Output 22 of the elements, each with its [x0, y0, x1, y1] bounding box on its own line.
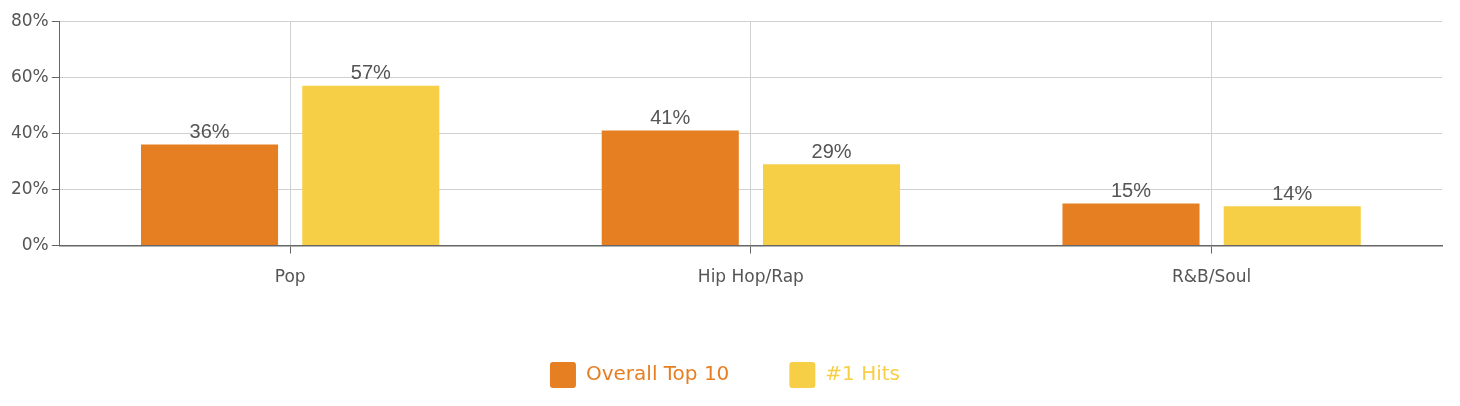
data-label: 29% [811, 139, 852, 162]
data-label: 14% [1272, 181, 1313, 204]
legend-label: #1 Hits [825, 361, 901, 386]
y-tick-label: 0% [21, 234, 49, 255]
y-tick-label: 20% [10, 177, 49, 198]
y-tick-label: 40% [10, 121, 49, 142]
bar [762, 164, 901, 246]
x-tick-label: Pop [274, 266, 306, 287]
x-tick-label: R&B/Soul [1172, 266, 1252, 287]
x-tick-label: Hip Hop/Rap [697, 266, 804, 287]
y-tick-label: 60% [10, 65, 49, 86]
bar [1223, 206, 1361, 246]
bar [140, 144, 279, 246]
bar [1062, 203, 1200, 246]
data-label: 57% [350, 61, 392, 84]
legend-label: Overall Top 10 [585, 361, 730, 386]
bar [302, 85, 440, 246]
data-label: 36% [189, 120, 230, 143]
data-label: 41% [650, 106, 691, 129]
y-tick-label: 80% [10, 9, 49, 30]
bar [601, 130, 739, 246]
data-label: 15% [1110, 179, 1152, 202]
